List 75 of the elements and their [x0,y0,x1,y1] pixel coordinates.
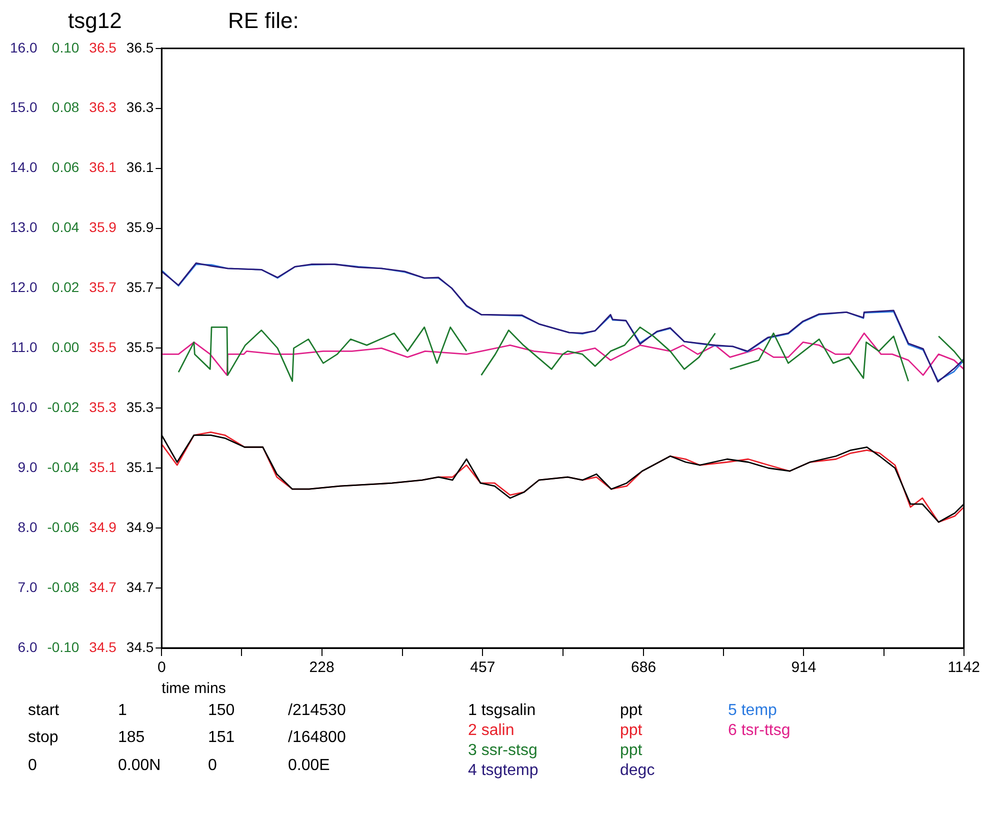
text: 151 [208,729,236,748]
y2-tick-label: -0.02 [47,399,80,416]
y3-tick-label: 10.0 [10,399,38,416]
y-tick-label: 35.3 [89,399,117,416]
text: 35.5 [126,339,154,356]
x-tick-label: 0 [157,659,166,676]
y-tick-label: 34.9 [89,518,117,535]
text: ppt [620,722,642,741]
text: 4 tsgtemp [468,762,540,781]
y3-tick-label: 13.0 [10,219,38,236]
y-tick-label: 36.1 [89,159,117,176]
text: 0 [208,756,218,776]
y3-tick-label: 7.0 [18,578,38,595]
y-tick-label: 35.5 [89,339,117,356]
text: 3 ssr-stsg [468,742,538,761]
y3-tick-label: 11.0 [11,339,38,356]
text: 6 tsr-ttsg [728,722,792,741]
text: 0.00E [288,756,331,776]
y3-tick-label: 6.0 [18,638,38,655]
y3-tick-label: 15.0 [10,99,38,116]
y-tick-label: 34.7 [89,578,117,595]
x-tick-label: 457 [470,659,496,676]
text: ppt [620,742,642,761]
y3-tick-label: 16.0 [10,39,38,56]
y2-tick-label: -0.08 [47,578,80,595]
text: 34.7 [126,578,154,595]
text: /164800 [288,729,347,748]
text: /214530 [288,702,347,721]
text: 185 [118,729,146,748]
y-tick-label: 36.3 [89,99,117,116]
chart-title: tsg12 [68,8,123,34]
y-tick-label: 35.1 [89,458,117,475]
y-tick-label: 34.5 [89,638,117,655]
text: 34.5 [126,638,154,655]
text: 1 [118,702,128,721]
text: 34.9 [126,518,154,535]
text: 5 temp [728,702,778,721]
text: 1 tsgsalin [468,702,537,721]
text: 35.7 [126,279,154,296]
text: 36.3 [126,99,154,116]
x-tick-label: 1142 [948,659,980,676]
y-tick-label: 35.9 [89,219,117,236]
text: 0.00N [118,756,162,776]
text: 35.9 [126,219,154,236]
y3-tick-label: 9.0 [18,458,38,475]
x-tick-label: 914 [791,659,816,676]
text: 36.1 [126,159,154,176]
y3-tick-label: 8.0 [18,518,38,535]
y2-tick-label: 0.04 [52,219,80,236]
text: degc [620,762,655,781]
text: start [28,702,60,721]
text: 150 [208,702,236,721]
text: 0 [28,756,38,776]
y-tick-label: 36.5 [89,39,117,56]
y3-tick-label: 14.0 [10,159,38,176]
chart-subtitle: RE file: [228,8,299,34]
y2-tick-label: 0.02 [52,279,80,296]
y-tick-label: 35.7 [89,279,117,296]
y2-tick-label: 0.06 [52,159,80,176]
text: stop [28,729,60,748]
y2-tick-label: -0.06 [47,518,80,535]
text: 36.5 [126,39,154,56]
text: 2 salin [468,722,516,741]
y2-tick-label: 0.08 [52,99,80,116]
y2-tick-label: 0.00 [52,339,80,356]
y2-tick-label: 0.10 [52,39,80,56]
text: 35.3 [126,399,154,416]
x-axis-title: time mins [162,680,226,698]
y3-tick-label: 12.0 [10,279,38,296]
y2-tick-label: -0.04 [47,458,80,475]
x-tick-label: 228 [309,659,334,676]
x-tick-label: 686 [631,659,656,676]
text: 35.1 [126,458,154,475]
y2-tick-label: -0.10 [47,638,80,655]
text: ppt [620,702,642,721]
